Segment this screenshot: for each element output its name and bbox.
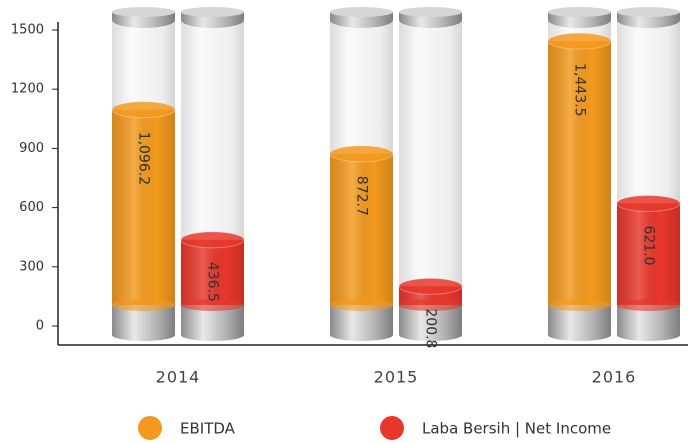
legend-marker [138,416,162,440]
y-tick-label: 0 [36,319,44,334]
base-bottom [181,329,244,341]
bar-top [181,232,244,248]
chart: 0 300 600 900 1200 1500 1,096.2 436.5 2014 872.7 2… [0,0,688,443]
tube-cap-top [399,7,462,17]
legend-label: Laba Bersih | Net Income [422,420,611,438]
bar-top [617,195,680,211]
glass-tube [399,20,462,320]
value-label: 872.7 [354,176,370,216]
bar-top [399,278,462,294]
y-tick-label: 900 [19,141,44,156]
tube-cap-top [548,7,611,17]
y-tick-label: 1200 [11,82,44,97]
tube-cap-top [181,7,244,17]
tube-cap-top [617,7,680,17]
base-top [112,299,175,311]
legend-marker [380,416,404,440]
x-tick-label: 2015 [374,368,419,387]
legend-label: EBITDA [180,420,236,438]
tube-cap-top [330,7,393,17]
x-tick-label: 2014 [156,368,201,387]
base-top [617,299,680,311]
base-bottom [548,329,611,341]
base-top [548,299,611,311]
base-top [330,299,393,311]
plot: 0 300 600 900 1200 1500 1,096.2 436.5 2014 872.7 2… [11,7,688,440]
bar-top [330,146,393,162]
value-label: 436.5 [205,262,221,302]
base-bottom [617,329,680,341]
value-label: 200.8 [423,308,439,348]
y-tick-label: 1500 [11,23,44,38]
bar-top [548,33,611,49]
bar-top [112,102,175,118]
base-bottom [112,329,175,341]
tube-cap-top [112,7,175,17]
y-tick-label: 600 [19,200,44,215]
y-tick-label: 300 [19,259,44,274]
value-label: 1,096.2 [136,132,152,185]
value-label: 1,443.5 [572,63,588,116]
x-tick-label: 2016 [592,368,637,387]
base-bottom [330,329,393,341]
value-label: 621.0 [641,225,657,265]
